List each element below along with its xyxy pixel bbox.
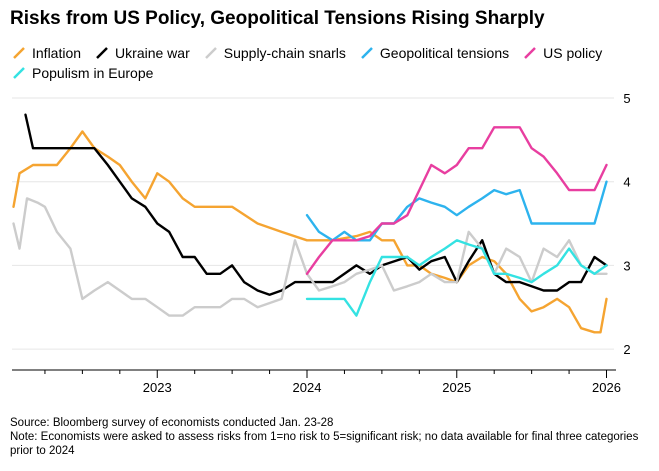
x-tick-label: 2026 <box>592 380 621 395</box>
legend-item-populism-in-europe: Populism in Europe <box>12 64 153 82</box>
source-note: Source: Bloomberg survey of economists c… <box>10 417 334 429</box>
series-line-populism-in-europe <box>305 239 608 317</box>
legend-swatch-inflation <box>13 47 25 59</box>
y-tick-label: 4 <box>623 175 630 190</box>
series-line-ukraine-war <box>24 113 608 296</box>
x-tick-label: 2024 <box>293 380 322 395</box>
legend-swatch-us-policy <box>524 47 536 59</box>
legend-item-supply-chain-snarls: Supply-chain snarls <box>204 44 346 62</box>
methodology-note: Note: Economists were asked to assess ri… <box>10 431 639 457</box>
legend-swatch-line <box>13 67 25 79</box>
legend-swatch-line <box>96 47 108 59</box>
legend-item-us-policy: US policy <box>523 44 602 62</box>
series-line-inflation <box>12 130 608 334</box>
y-tick-label: 3 <box>623 258 630 273</box>
legend-swatch-line <box>204 47 217 59</box>
legend-swatch-line <box>361 47 373 59</box>
legend-swatch-line <box>13 47 25 59</box>
grid-layer <box>12 97 614 350</box>
x-tick-label: 2025 <box>442 380 471 395</box>
legend-label: US policy <box>543 45 603 61</box>
legend: Inflation Ukraine war Supply-chain snarl… <box>12 44 652 82</box>
legend-label: Populism in Europe <box>32 65 154 81</box>
series-line-us-policy <box>305 126 608 275</box>
legend-item-ukraine-war: Ukraine war <box>95 44 190 62</box>
chart-title: Risks from US Policy, Geopolitical Tensi… <box>10 8 545 29</box>
chart-notes: Source: Bloomberg survey of economists c… <box>10 416 650 458</box>
axis-layer: 2 3 4 5 2023 2024 2025 2026 <box>12 91 631 395</box>
legend-item-inflation: Inflation <box>12 44 81 62</box>
legend-swatch-line <box>524 47 536 59</box>
legend-label: Ukraine war <box>115 45 190 61</box>
y-tick-label: 2 <box>623 342 630 357</box>
series-layer <box>12 113 608 334</box>
legend-label: Supply-chain snarls <box>223 45 346 61</box>
x-tick-label: 2023 <box>143 380 172 395</box>
series-line-geopolitical-tensions <box>305 180 608 242</box>
legend-swatch-supply-chain-snarls <box>204 47 217 59</box>
legend-label: Geopolitical tensions <box>379 45 510 61</box>
legend-swatch-populism-in-europe <box>13 67 25 79</box>
legend-swatch-ukraine-war <box>96 47 108 59</box>
legend-label: Inflation <box>32 45 82 61</box>
legend-item-geopolitical-tensions: Geopolitical tensions <box>360 44 509 62</box>
y-tick-label: 5 <box>623 91 630 106</box>
legend-swatch-geopolitical-tensions <box>361 47 373 59</box>
